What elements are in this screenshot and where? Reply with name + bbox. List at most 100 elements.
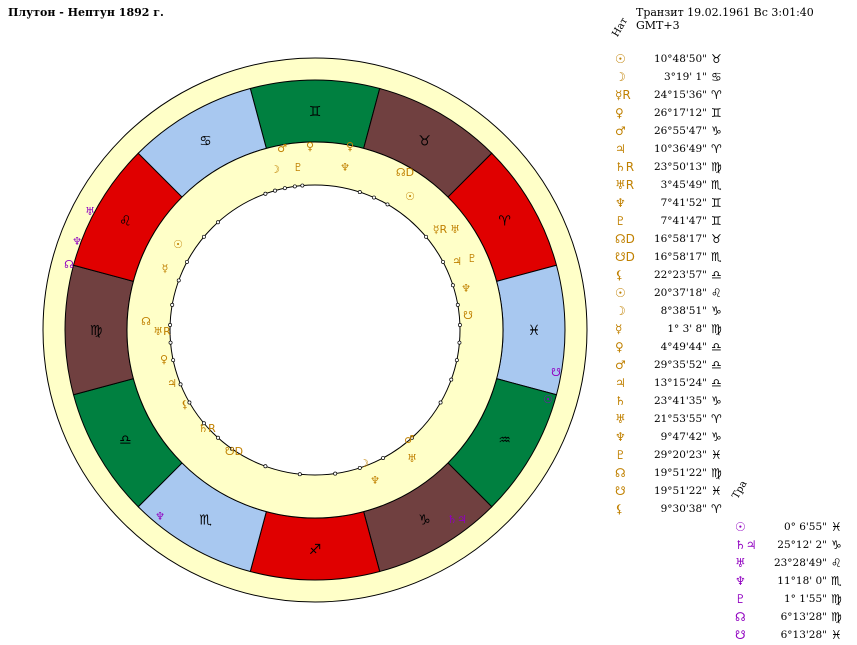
- degree-value: 21°53'55": [653, 413, 707, 425]
- degree-dot: [297, 472, 302, 477]
- natal-planet-glyph: ♂: [404, 433, 414, 446]
- zodiac-sign-glyph: ♌: [119, 214, 132, 230]
- degree-value: 25°12' 2": [777, 539, 827, 551]
- planet-glyph: ☋: [735, 628, 746, 642]
- sign-glyph: ♊: [711, 196, 722, 210]
- degree-value: 26°55'47": [653, 125, 707, 137]
- natal-planet-glyph: ♅: [450, 223, 460, 236]
- degree-dot: [441, 259, 445, 264]
- natal-planet-glyph: ♂: [277, 142, 287, 155]
- planet-glyph: ♆: [615, 196, 626, 210]
- degree-value: 3°19' 1": [663, 71, 707, 83]
- planet-glyph: ⚸: [615, 268, 624, 282]
- natal-planet-glyph: ♆: [340, 161, 350, 174]
- degree-value: 4°49'44": [660, 341, 707, 353]
- natal-planet-glyph: ☋: [463, 309, 473, 322]
- planet-glyph: ♄: [615, 394, 626, 408]
- degree-dot: [457, 340, 462, 345]
- degree-value: 19°51'22": [653, 485, 707, 497]
- sign-glyph: ♌: [831, 556, 842, 570]
- center-circle: [169, 184, 461, 476]
- degree-value: 10°36'49": [653, 143, 707, 155]
- degree-ticks: [168, 183, 462, 477]
- transit-planet-glyph: ♆: [72, 235, 82, 248]
- natal-planet-glyph: ☉: [173, 238, 183, 251]
- degree-value: 9°47'42": [660, 431, 707, 443]
- degree-value: 13°15'24": [653, 377, 707, 389]
- position-row: ♀ 4°49'44" ♎: [615, 338, 735, 356]
- degree-dot: [187, 400, 192, 405]
- transit-planet-glyph: ☉: [543, 393, 553, 406]
- degree-dot: [178, 382, 183, 387]
- position-row: ♅R 3°45'49" ♏: [615, 176, 735, 194]
- degree-value: 23°41'35": [653, 395, 707, 407]
- position-row: ♄R 23°50'13" ♍: [615, 158, 735, 176]
- position-row: ☉ 10°48'50" ♉: [615, 50, 735, 68]
- zodiac-sign-glyph: ♈: [498, 214, 511, 230]
- position-row: ♃ 10°36'49" ♈: [615, 140, 735, 158]
- degree-value: 19°51'22": [653, 467, 707, 479]
- planet-glyph: ♇: [735, 592, 746, 606]
- degree-value: 7°41'47": [660, 215, 707, 227]
- sign-glyph: ♏: [711, 178, 722, 192]
- position-row: ☽ 3°19' 1" ♋: [615, 68, 735, 86]
- sign-glyph: ♉: [711, 232, 722, 246]
- natal-planet-glyph: ♆: [461, 282, 471, 295]
- planet-glyph: ♅: [735, 556, 746, 570]
- sign-glyph: ♑: [831, 538, 842, 552]
- degree-value: 24°15'36": [653, 89, 707, 101]
- planet-glyph: ♂: [615, 124, 626, 138]
- degree-dot: [273, 188, 277, 193]
- position-row: ♃ 13°15'24" ♎: [615, 374, 735, 392]
- chart-title: Плутон - Нептун 1892 г.: [8, 6, 164, 19]
- natal-planet-glyph: ☿R: [433, 223, 448, 236]
- degree-dot: [454, 358, 459, 363]
- degree-value: 3°45'49": [660, 179, 707, 191]
- degree-value: 1° 1'55": [783, 593, 827, 605]
- planet-glyph: ⚸: [615, 502, 624, 516]
- zodiac-ring: ♊ ♉ ♈ ♓ ♒ ♑ ♐ ♏ ♎ ♍ ♌ ♋: [64, 79, 566, 581]
- sign-glyph: ♎: [711, 358, 722, 372]
- degree-value: 26°17'12": [653, 107, 707, 119]
- position-row: ☊ 19°51'22" ♍: [615, 464, 735, 482]
- planet-glyph: ☉: [735, 520, 746, 534]
- planet-glyph: ☉: [615, 286, 626, 300]
- position-row: ⚸ 22°23'57" ♎: [615, 266, 735, 284]
- planet-glyph: ♇: [615, 214, 626, 228]
- degree-value: 20°37'18": [653, 287, 707, 299]
- degree-dot: [381, 456, 386, 460]
- transit-planet-glyph: ♄♃: [447, 513, 467, 526]
- degree-value: 11°18' 0": [777, 575, 827, 587]
- planet-glyph: ♆: [735, 574, 746, 588]
- degree-value: 16°58'17": [653, 251, 707, 263]
- position-row: ☉ 0° 6'55" ♓: [735, 518, 855, 536]
- degree-dot: [438, 400, 443, 405]
- planet-glyph: ♄♃: [735, 538, 757, 552]
- planet-glyph: ☽: [615, 304, 626, 318]
- degree-dot: [410, 435, 414, 440]
- position-row: ☋D 16°58'17" ♏: [615, 248, 735, 266]
- degree-dot: [168, 322, 173, 327]
- degree-dot: [263, 464, 268, 469]
- degree-dot: [168, 340, 173, 345]
- degree-dot: [300, 183, 305, 188]
- sign-glyph: ♍: [711, 322, 722, 336]
- natal-planet-glyph: ♄R: [198, 422, 216, 435]
- natal-planet-glyph: ♅: [407, 452, 417, 465]
- degree-dot: [357, 190, 362, 195]
- position-row: ♆ 11°18' 0" ♏: [735, 572, 855, 590]
- zodiac-sign-glyph: ♍: [90, 323, 103, 339]
- zodiac-sign-glyph: ♏: [199, 513, 212, 529]
- sign-glyph: ♈: [711, 142, 722, 156]
- natal-planet-glyph: ♇: [293, 161, 303, 174]
- planet-glyph: ♄R: [615, 160, 635, 174]
- sign-glyph: ♉: [711, 52, 722, 66]
- planet-glyph: ☋D: [615, 250, 635, 264]
- sign-glyph: ♓: [831, 520, 842, 534]
- transit-wheel-glyphs: ♅ ♆ ☊ ☋ ☉ ♄♃ ♆: [64, 205, 561, 526]
- zodiac-sign-glyph: ♐: [309, 542, 322, 558]
- degree-dot: [424, 234, 429, 239]
- degree-dot: [450, 283, 455, 288]
- planet-glyph: ☋: [615, 484, 626, 498]
- planet-glyph: ☊D: [615, 232, 635, 246]
